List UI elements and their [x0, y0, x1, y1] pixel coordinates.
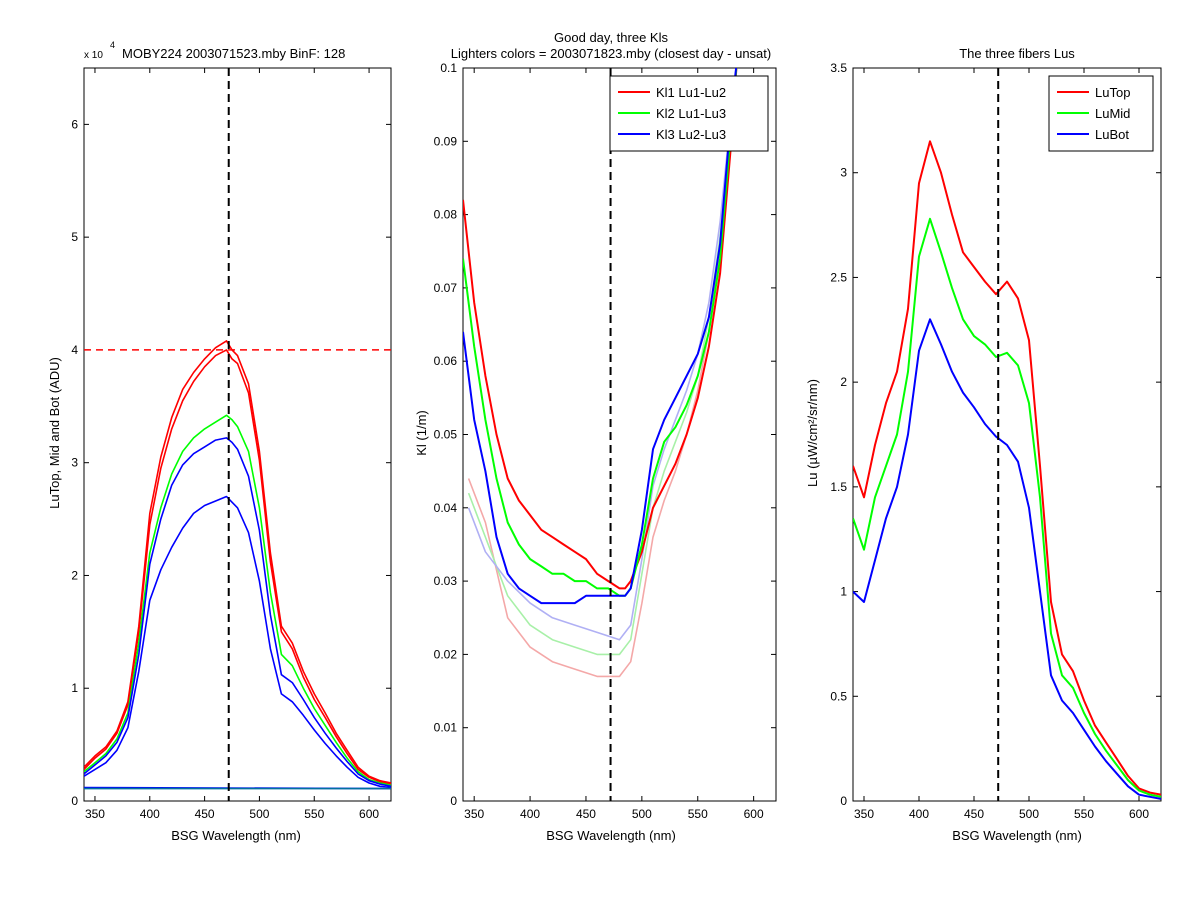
- legend: LuTop LuMid LuBot: [1048, 75, 1154, 152]
- legend-label: Kl1 Lu1-Lu2: [656, 85, 726, 100]
- y-tick-label: 3: [840, 166, 847, 180]
- panel-adu-exponent-base: x 10: [84, 50, 103, 61]
- x-tick-label: 600: [359, 807, 379, 821]
- x-tick-label: 500: [1019, 807, 1039, 821]
- y-tick-label: 0.01: [434, 721, 458, 735]
- x-tick-label: 400: [520, 807, 540, 821]
- axes-frame-lu: [852, 67, 1162, 802]
- y-tick-label: 0: [71, 794, 78, 808]
- y-tick-label: 0.1: [440, 61, 457, 75]
- x-tick-label: 350: [854, 807, 874, 821]
- panel-adu-ylabel: LuTop, Mid and Bot (ADU): [47, 357, 62, 509]
- series-line: [467, 141, 733, 678]
- x-tick-label: 450: [576, 807, 596, 821]
- series-line-kl3-lu2-lu3: [463, 68, 738, 605]
- panel-adu-title: MOBY224 2003071523.mby BinF: 128: [122, 46, 345, 61]
- x-tick-label: 400: [909, 807, 929, 821]
- y-tick-label: 2.5: [830, 270, 847, 284]
- y-tick-label: 0.02: [434, 647, 458, 661]
- y-tick-label: 0.07: [434, 281, 458, 295]
- panel-kl-subtitle: Lighters colors = 2003071823.mby (closes…: [451, 46, 771, 61]
- series-line: [84, 414, 391, 786]
- x-tick-label: 500: [249, 807, 269, 821]
- series-line-lubot: [853, 318, 1161, 800]
- y-tick-label: 1: [840, 585, 847, 599]
- series-line-lutop: [853, 140, 1161, 796]
- x-tick-label: 350: [85, 807, 105, 821]
- y-tick-label: 0: [840, 794, 847, 808]
- x-tick-label: 550: [304, 807, 324, 821]
- panel-kl-xlabel: BSG Wavelength (nm): [546, 828, 676, 843]
- y-tick-label: 1.5: [830, 480, 847, 494]
- y-tick-label: 0: [450, 794, 457, 808]
- legend-label: LuMid: [1095, 106, 1130, 121]
- series-line-kl2-lu1-lu3: [463, 68, 738, 597]
- y-tick-label: 0.5: [830, 689, 847, 703]
- legend-label: LuTop: [1095, 85, 1130, 100]
- series-line-lumid: [853, 217, 1161, 798]
- y-tick-label: 3: [71, 456, 78, 470]
- x-tick-label: 400: [140, 807, 160, 821]
- x-tick-label: 550: [688, 807, 708, 821]
- panel-kl: 350 400 450 500 550 600 0 0.01 0.02 0.03 0.04 0.05 0…: [414, 30, 777, 843]
- legend-box: [1048, 75, 1154, 152]
- y-tick-label: 2: [840, 375, 847, 389]
- series-line: [84, 437, 391, 788]
- y-tick-label: 0.03: [434, 574, 458, 588]
- series-line-kl1-lu1-lu2: [463, 68, 738, 590]
- y-tick-label: 2: [71, 568, 78, 582]
- x-tick-label: 450: [195, 807, 215, 821]
- y-tick-label: 0.04: [434, 501, 458, 515]
- x-tick-label: 600: [744, 807, 764, 821]
- series-line: [84, 349, 391, 785]
- y-tick-label: 0.06: [434, 354, 458, 368]
- panel-lu-xlabel: BSG Wavelength (nm): [952, 828, 1082, 843]
- y-tick-label: 5: [71, 230, 78, 244]
- panel-kl-title: Good day, three Kls: [554, 30, 668, 45]
- y-tick-label: 3.5: [830, 61, 847, 75]
- x-tick-label: 600: [1129, 807, 1149, 821]
- plot-area-lu: 350 400 450 500 550 60000.511.522.533.5LuTopL…: [830, 61, 1162, 821]
- x-tick-label: 450: [964, 807, 984, 821]
- legend-label: Kl2 Lu1-Lu3: [656, 106, 726, 121]
- y-tick-label: 1: [71, 681, 78, 695]
- series-line: [84, 495, 391, 789]
- panel-adu-exponent-power: 4: [110, 40, 115, 50]
- panel-lu-ylabel: Lu (µW/cm²/sr/nm): [805, 379, 820, 487]
- y-tick-label: 0.05: [434, 428, 458, 442]
- legend-label: LuBot: [1095, 127, 1129, 142]
- x-tick-label: 500: [632, 807, 652, 821]
- panel-adu-xlabel: BSG Wavelength (nm): [171, 828, 301, 843]
- panel-kl-ylabel: Kl (1/m): [414, 410, 429, 456]
- y-tick-label: 6: [71, 117, 78, 131]
- legend: Kl1 Lu1-Lu2 Kl2 Lu1-Lu3 Kl3 Lu2-Lu3: [609, 75, 769, 152]
- panel-adu: 350 400 450 500 550 600 0 1 2 3 4 5 6 x 10 4 MOBY224…: [47, 40, 392, 843]
- y-tick-label: 4: [71, 343, 78, 357]
- x-tick-label: 350: [464, 807, 484, 821]
- plot-area-kl: 350 400 450 500 550 600 0 0.01 0.02 0.03 0.04 0.05 0…: [434, 61, 777, 821]
- y-tick-label: 0.08: [434, 208, 458, 222]
- plot-area-adu: 350 400 450 500 550 600 0 1 2 3 4 5 6: [71, 67, 392, 821]
- legend-label: Kl3 Lu2-Lu3: [656, 127, 726, 142]
- panel-lu: 350 400 450 500 550 60000.511.522.533.5LuTopL…: [805, 46, 1162, 843]
- y-tick-label: 0.09: [434, 134, 458, 148]
- panel-lu-title: The three fibers Lus: [959, 46, 1075, 61]
- x-tick-label: 550: [1074, 807, 1094, 821]
